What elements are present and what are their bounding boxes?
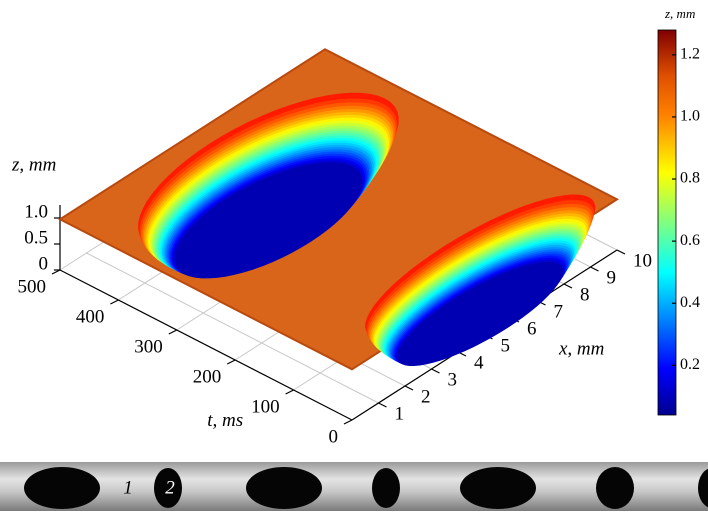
strip-label: 2	[165, 477, 175, 498]
t-tick-label: 0	[329, 426, 339, 447]
colorbar	[658, 30, 676, 415]
x-tick-label: 4	[474, 352, 484, 373]
drop	[596, 467, 634, 509]
drop	[372, 468, 400, 508]
t-tick-label: 200	[193, 366, 222, 387]
t-tick-label: 400	[76, 306, 105, 327]
colorbar-tick-label: 0.8	[680, 170, 700, 187]
z-tick-label: 0	[39, 253, 49, 274]
page: {"chart_data": {"type": "surface3d", "z_…	[0, 0, 708, 511]
x-tick-label: 3	[448, 369, 458, 390]
colorbar-tick-label: 1.2	[680, 46, 700, 63]
x-tick-label: 5	[501, 335, 511, 356]
x-tick-label: 10	[633, 250, 652, 271]
chart: 01002003004005001234567891000.51.0z, mmt…	[0, 0, 708, 511]
tick-mark	[617, 250, 625, 254]
t-tick-label: 500	[18, 276, 47, 297]
colorbar-tick-label: 1.0	[680, 108, 700, 125]
tick-mark	[564, 284, 572, 288]
colorbar-label: z, mm	[664, 6, 695, 21]
t-tick-label: 100	[251, 396, 280, 417]
strip-label: 1	[123, 477, 133, 498]
z-tick-label: 1.0	[24, 201, 48, 222]
tick-mark	[591, 267, 599, 271]
drop	[246, 467, 322, 509]
tick-mark	[227, 360, 235, 364]
x-tick-label: 7	[554, 301, 564, 322]
colorbar-tick-label: 0.4	[680, 294, 700, 311]
x-tick-label: 2	[421, 386, 431, 407]
t-tick-label: 300	[134, 336, 163, 357]
tick-mark	[286, 390, 294, 394]
drop	[24, 467, 100, 509]
x-axis-label: x, mm	[558, 338, 604, 359]
tick-mark	[344, 420, 352, 424]
tick-mark	[432, 369, 440, 373]
z-tick-label: 0.5	[24, 227, 48, 248]
z-axis-label: z, mm	[11, 154, 56, 175]
tick-mark	[379, 403, 387, 407]
drop	[460, 467, 536, 509]
tick-mark	[169, 330, 177, 334]
t-axis-label: t, ms	[207, 410, 243, 431]
tick-mark	[110, 300, 118, 304]
x-tick-label: 9	[607, 267, 617, 288]
x-tick-label: 6	[527, 318, 537, 339]
colorbar-tick-label: 0.2	[680, 356, 700, 373]
tick-mark	[405, 386, 413, 390]
x-tick-label: 1	[395, 403, 405, 424]
x-tick-label: 8	[580, 284, 590, 305]
image-strip: 1 2	[0, 462, 708, 511]
colorbar-tick-label: 0.6	[680, 232, 700, 249]
